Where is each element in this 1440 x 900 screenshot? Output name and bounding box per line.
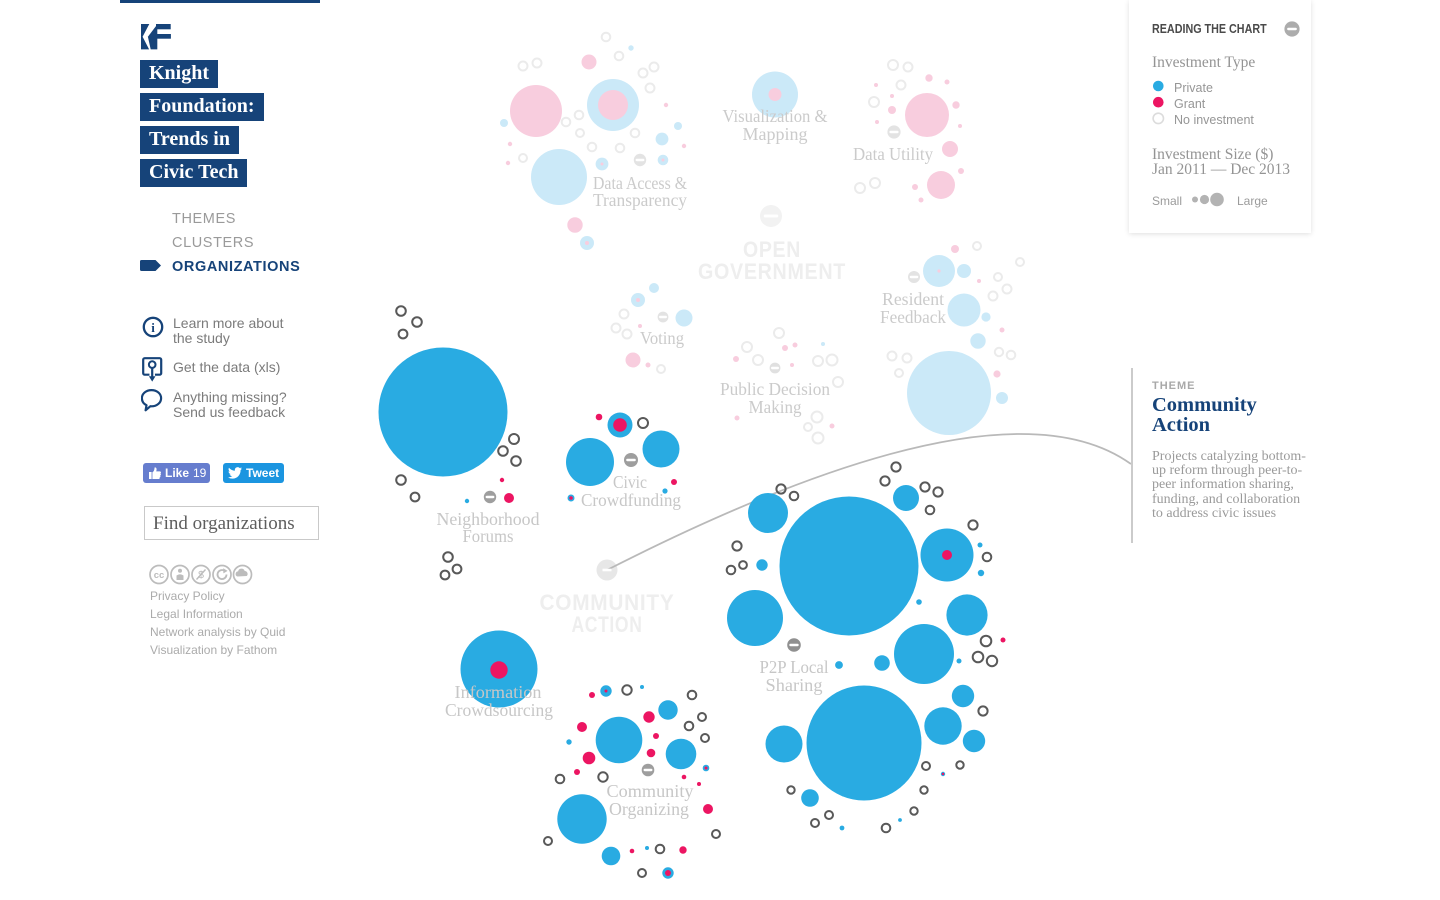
svg-text:Civic: Civic: [613, 472, 647, 492]
svg-text:Visualization &: Visualization &: [723, 106, 828, 126]
svg-text:Data Utility: Data Utility: [853, 144, 933, 164]
svg-text:Crowdsourcing: Crowdsourcing: [445, 700, 553, 720]
svg-text:ACTION: ACTION: [572, 612, 643, 637]
svg-text:Neighborhood: Neighborhood: [437, 509, 540, 529]
svg-text:Community: Community: [607, 781, 694, 801]
svg-text:GOVERNMENT: GOVERNMENT: [698, 259, 846, 284]
svg-text:Organizing: Organizing: [609, 799, 689, 819]
svg-text:OPEN: OPEN: [743, 237, 801, 262]
svg-text:Sharing: Sharing: [766, 675, 823, 695]
svg-text:Making: Making: [749, 397, 802, 417]
svg-text:Transparency: Transparency: [593, 190, 687, 210]
svg-text:P2P Local: P2P Local: [760, 657, 829, 677]
svg-text:Information: Information: [455, 682, 542, 702]
svg-text:Public Decision: Public Decision: [720, 379, 830, 399]
svg-text:Voting: Voting: [640, 328, 684, 348]
svg-text:i: i: [151, 320, 155, 335]
svg-text:Forums: Forums: [463, 526, 514, 546]
svg-text:cc: cc: [154, 570, 165, 581]
svg-text:Mapping: Mapping: [743, 124, 808, 144]
svg-text:COMMUNITY: COMMUNITY: [540, 590, 675, 615]
svg-text:Data Access &: Data Access &: [593, 173, 687, 193]
svg-text:Feedback: Feedback: [880, 307, 946, 327]
svg-text:Resident: Resident: [882, 289, 944, 309]
svg-text:Crowdfunding: Crowdfunding: [581, 490, 681, 510]
